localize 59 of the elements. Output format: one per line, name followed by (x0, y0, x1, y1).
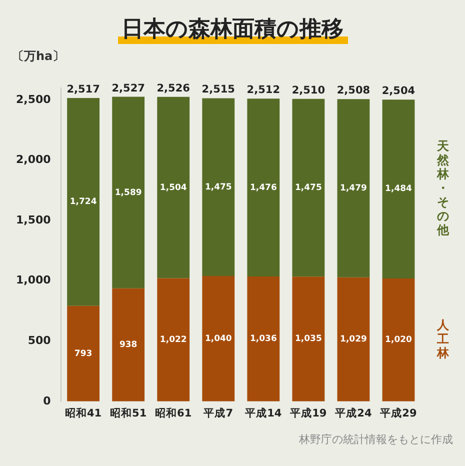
x-tick-label: 平成19 (289, 406, 327, 420)
x-tick-label: 平成14 (244, 406, 282, 420)
data-label: 1,022 (160, 335, 187, 346)
bar (292, 276, 325, 402)
data-label: 1,475 (294, 182, 322, 193)
total-label: 2,512 (246, 84, 280, 96)
y-tick-label: 0 (43, 394, 52, 408)
bar (202, 98, 235, 276)
text: 林野庁の統計情報をもとに作成 (299, 432, 453, 447)
total-label: 2,527 (112, 82, 145, 94)
chart-title: 日本の森林面積の推移 (118, 17, 348, 44)
x-tick-label: 昭和41 (64, 406, 102, 420)
total-label: 2,517 (66, 83, 100, 96)
data-label: 1,504 (160, 182, 187, 193)
y-tick-label: 1,000 (16, 274, 52, 287)
y-tick-label: 500 (28, 334, 52, 347)
y-tick-label: 2,500 (16, 92, 52, 106)
total-label: 2,510 (292, 84, 326, 96)
total-label: 2,526 (156, 82, 190, 94)
series-label: 天然林・その他 (436, 139, 450, 238)
y-axis-title: 〔万ha〕 (12, 48, 65, 65)
y-tick-label: 1,500 (16, 213, 52, 226)
data-label: 1,035 (294, 334, 322, 344)
data-label: 1,484 (385, 184, 412, 194)
bar (67, 98, 100, 306)
data-label: 1,479 (340, 183, 367, 194)
data-label: 1,020 (385, 335, 412, 346)
x-tick-label: 平成29 (379, 406, 417, 420)
x-tick-label: 平成24 (334, 406, 372, 420)
bar (337, 277, 370, 402)
bar (202, 276, 235, 402)
series-label: 人工林 (436, 318, 450, 360)
total-label: 2,508 (336, 84, 370, 97)
data-label: 793 (74, 348, 92, 359)
bar (337, 99, 370, 278)
bar (157, 96, 190, 278)
bar (382, 278, 415, 402)
total-label: 2,504 (382, 85, 416, 98)
bar (292, 98, 325, 277)
x-tick-label: 昭和61 (155, 406, 192, 420)
data-label: 1,475 (204, 182, 232, 192)
bar (112, 288, 145, 402)
data-label: 1,029 (340, 334, 367, 345)
data-label: 1,724 (70, 197, 97, 208)
x-tick-label: 昭和51 (110, 406, 147, 420)
data-label: 1,476 (250, 182, 277, 193)
data-label: 1,589 (114, 188, 142, 198)
data-label: 938 (119, 340, 138, 350)
bar (67, 306, 100, 402)
bar (112, 96, 145, 288)
bar (247, 98, 280, 277)
bar (247, 276, 280, 402)
x-tick-label: 平成7 (202, 406, 234, 420)
data-label: 1,040 (204, 334, 232, 344)
total-label: 2,515 (202, 84, 235, 96)
data-label: 1,036 (250, 334, 277, 344)
bar (157, 278, 190, 402)
y-tick-label: 2,000 (16, 153, 52, 166)
bar (382, 100, 415, 278)
